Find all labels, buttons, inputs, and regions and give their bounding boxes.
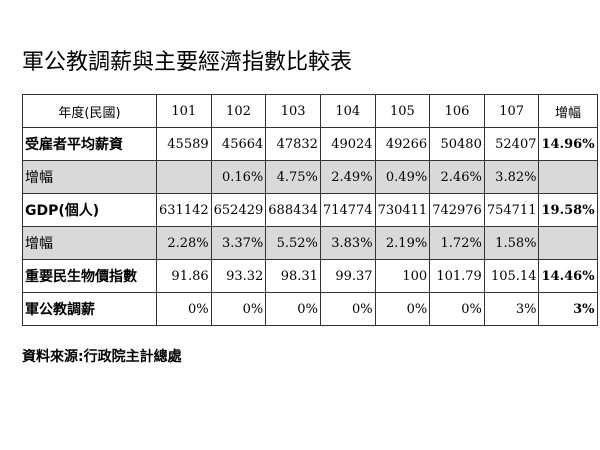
header-cell: 104 [319,94,376,128]
value-cell: 91.86 [156,259,212,293]
header-cell: 106 [429,94,485,128]
value-cell: 2.19% [374,226,431,260]
value-cell: 49024 [319,127,376,161]
value-cell: 730411 [374,193,431,227]
value-cell: 47832 [265,127,321,161]
value-cell: 0% [156,292,212,326]
row-label: 受雇者平均薪資 [22,127,157,161]
value-cell: 0% [319,292,376,326]
value-cell: 714774 [319,193,376,227]
value-cell: 93.32 [210,259,267,293]
comparison-table: 年度(民國) 101 102 103 104 105 106 107 增幅 受雇者平均薪資 4558… [22,94,598,326]
value-cell: 1.58% [483,226,540,260]
value-cell: 631142 [156,193,212,227]
value-cell: 0% [374,292,431,326]
total-cell [538,160,598,194]
table-row: 增幅 2.28% 3.37% 5.52% 3.83% 2.19% 1.72% 1.58% [22,226,598,260]
value-cell: 1.72% [429,226,485,260]
header-cell: 101 [156,94,212,128]
header-cell: 102 [210,94,267,128]
value-cell: 742976 [429,193,485,227]
table-row: 重要民生物價指數 91.86 93.32 98.31 99.37 100 101.79 105… [22,259,598,293]
table-row: 增幅 0.16% 4.75% 2.49% 0.49% 2.46% 3.82% [22,160,598,194]
value-cell: 99.37 [319,259,376,293]
value-cell: 3% [483,292,540,326]
header-row: 年度(民國) 101 102 103 104 105 106 107 增幅 [22,94,598,128]
value-cell: 105.14 [483,259,540,293]
total-cell: 3% [538,292,598,326]
row-label: GDP(個人) [22,193,157,227]
value-cell: 3.83% [319,226,376,260]
value-cell: 2.28% [156,226,212,260]
value-cell: 50480 [429,127,485,161]
value-cell: 45664 [210,127,267,161]
value-cell: 0% [429,292,485,326]
total-cell: 14.96% [538,127,598,161]
header-cell: 105 [374,94,431,128]
total-cell: 14.46% [538,259,598,293]
value-cell: 2.46% [429,160,485,194]
header-cell: 107 [483,94,540,128]
table-row: GDP(個人) 631142 652429 688434 714774 730411 742… [22,193,598,227]
value-cell: 98.31 [265,259,321,293]
total-cell: 19.58% [538,193,598,227]
source-note: 資料來源:行政院主計總處 [22,349,182,365]
total-cell [538,226,598,260]
value-cell: 3.82% [483,160,540,194]
value-cell: 100 [374,259,431,293]
table-row: 受雇者平均薪資 45589 45664 47832 49024 49266 50480 524… [22,127,598,161]
page-title: 軍公教調薪與主要經濟指數比較表 [22,50,353,75]
row-label: 增幅 [22,226,157,260]
value-cell [156,160,212,194]
value-cell: 0.16% [210,160,267,194]
value-cell: 101.79 [429,259,485,293]
value-cell: 2.49% [319,160,376,194]
value-cell: 52407 [483,127,540,161]
value-cell: 3.37% [210,226,267,260]
value-cell: 49266 [374,127,431,161]
header-cell: 103 [265,94,321,128]
value-cell: 652429 [210,193,267,227]
table-row: 軍公教調薪 0% 0% 0% 0% 0% 0% 3% 3% [22,292,598,326]
value-cell: 0% [265,292,321,326]
header-cell: 年度(民國) [22,94,157,128]
row-label: 增幅 [22,160,157,194]
value-cell: 0% [210,292,267,326]
row-label: 軍公教調薪 [22,292,157,326]
value-cell: 4.75% [265,160,321,194]
value-cell: 5.52% [265,226,321,260]
value-cell: 754711 [483,193,540,227]
value-cell: 0.49% [374,160,431,194]
row-label: 重要民生物價指數 [22,259,157,293]
value-cell: 688434 [265,193,321,227]
value-cell: 45589 [156,127,212,161]
header-cell: 增幅 [538,94,598,128]
